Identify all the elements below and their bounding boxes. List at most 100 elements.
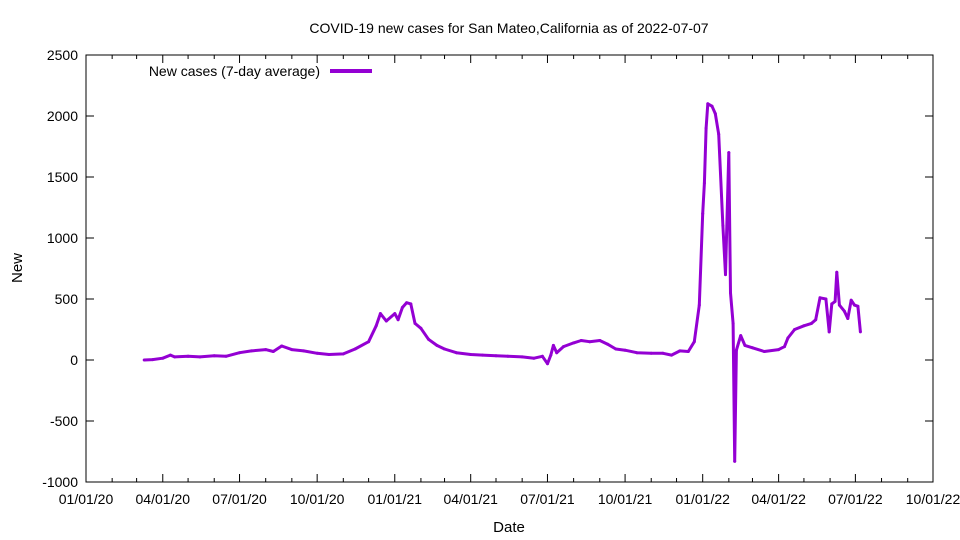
data-point <box>469 353 473 356</box>
data-point <box>264 348 268 352</box>
data-point <box>532 356 536 360</box>
data-point <box>818 296 822 300</box>
data-point <box>579 339 583 342</box>
data-point <box>842 309 846 313</box>
data-point <box>686 350 690 353</box>
series-layer <box>142 102 862 463</box>
data-point <box>427 337 430 341</box>
x-tick-label: 10/01/22 <box>906 491 960 507</box>
data-point <box>374 324 378 328</box>
data-point <box>238 351 241 355</box>
data-point <box>142 358 146 362</box>
y-tick-label: 1000 <box>47 230 78 246</box>
data-point <box>549 353 553 357</box>
y-tick-label: 2000 <box>47 108 78 124</box>
data-point <box>290 348 294 352</box>
data-point <box>835 270 839 274</box>
data-point <box>280 344 284 348</box>
data-point <box>506 354 510 358</box>
data-point <box>378 312 382 316</box>
x-tick-label: 01/01/20 <box>59 491 114 507</box>
y-tick-label: 500 <box>55 291 79 307</box>
data-point <box>678 349 682 353</box>
data-point <box>717 132 721 136</box>
data-point <box>739 334 743 338</box>
data-point <box>353 347 357 351</box>
data-point <box>810 321 813 325</box>
data-point <box>405 301 409 305</box>
data-point <box>661 351 665 355</box>
data-point <box>161 356 165 360</box>
data-point <box>494 354 498 358</box>
x-tick-label: 07/01/20 <box>212 491 267 507</box>
data-point <box>546 362 549 366</box>
data-point <box>635 351 639 355</box>
data-point <box>731 321 735 325</box>
data-point <box>856 304 860 308</box>
data-point <box>623 348 627 352</box>
x-tick-label: 10/01/20 <box>290 491 345 507</box>
x-tick-label: 07/01/22 <box>828 491 883 507</box>
data-point <box>588 340 592 344</box>
data-point <box>186 354 190 358</box>
y-tick-label: 1500 <box>47 169 78 185</box>
data-point <box>151 358 155 362</box>
data-point <box>777 348 781 352</box>
data-point <box>846 317 850 320</box>
data-point <box>327 353 331 356</box>
data-point <box>692 340 696 344</box>
data-point <box>734 348 738 352</box>
x-axis-title: Date <box>493 519 525 536</box>
data-point <box>443 347 446 351</box>
data-point <box>551 343 555 347</box>
x-axis: 01/01/20 04/01/20 07/01/20 10/01/20 01/01/21… <box>59 55 960 507</box>
data-point <box>605 342 609 346</box>
x-tick-label: 04/01/21 <box>443 491 498 507</box>
x-tick-label: 01/01/21 <box>368 491 423 507</box>
data-point <box>706 102 710 106</box>
x-tick-label: 04/01/22 <box>751 491 806 507</box>
data-point <box>849 298 853 302</box>
data-point <box>830 302 834 306</box>
data-point <box>555 351 559 355</box>
data-point <box>540 354 544 358</box>
data-point <box>837 303 841 307</box>
data-point <box>724 273 727 277</box>
data-point <box>721 224 725 228</box>
y-axis-title: New <box>9 253 26 283</box>
data-point <box>481 353 484 357</box>
data-point <box>249 349 253 353</box>
data-point <box>393 312 397 316</box>
data-point <box>409 302 413 306</box>
x-tick-label: 04/01/20 <box>136 491 191 507</box>
x-tick-label: 01/01/22 <box>675 491 730 507</box>
y-tick-label: -1000 <box>42 474 78 490</box>
y-tick-label: -500 <box>50 413 78 429</box>
data-point <box>701 212 705 216</box>
data-point <box>713 112 717 116</box>
data-point <box>727 151 731 155</box>
data-point <box>614 347 618 351</box>
data-point <box>302 349 306 353</box>
data-point <box>751 346 754 350</box>
data-point <box>793 328 797 331</box>
chart-title: COVID-19 new cases for San Mateo,Califor… <box>309 20 708 36</box>
data-point <box>670 353 673 357</box>
data-point <box>814 318 818 322</box>
data-point <box>729 291 732 295</box>
data-point <box>224 354 228 358</box>
legend: New cases (7-day average) <box>149 63 372 79</box>
data-point <box>802 324 806 328</box>
data-point <box>413 321 417 325</box>
series-line <box>144 102 862 463</box>
data-point <box>562 345 565 349</box>
y-tick-label: 0 <box>70 352 78 368</box>
data-point <box>649 351 653 355</box>
data-point <box>702 181 706 185</box>
data-point <box>271 350 275 353</box>
data-point <box>212 354 216 358</box>
data-point <box>733 459 737 463</box>
data-point <box>824 297 828 301</box>
data-point <box>853 303 856 307</box>
data-point <box>743 343 747 347</box>
